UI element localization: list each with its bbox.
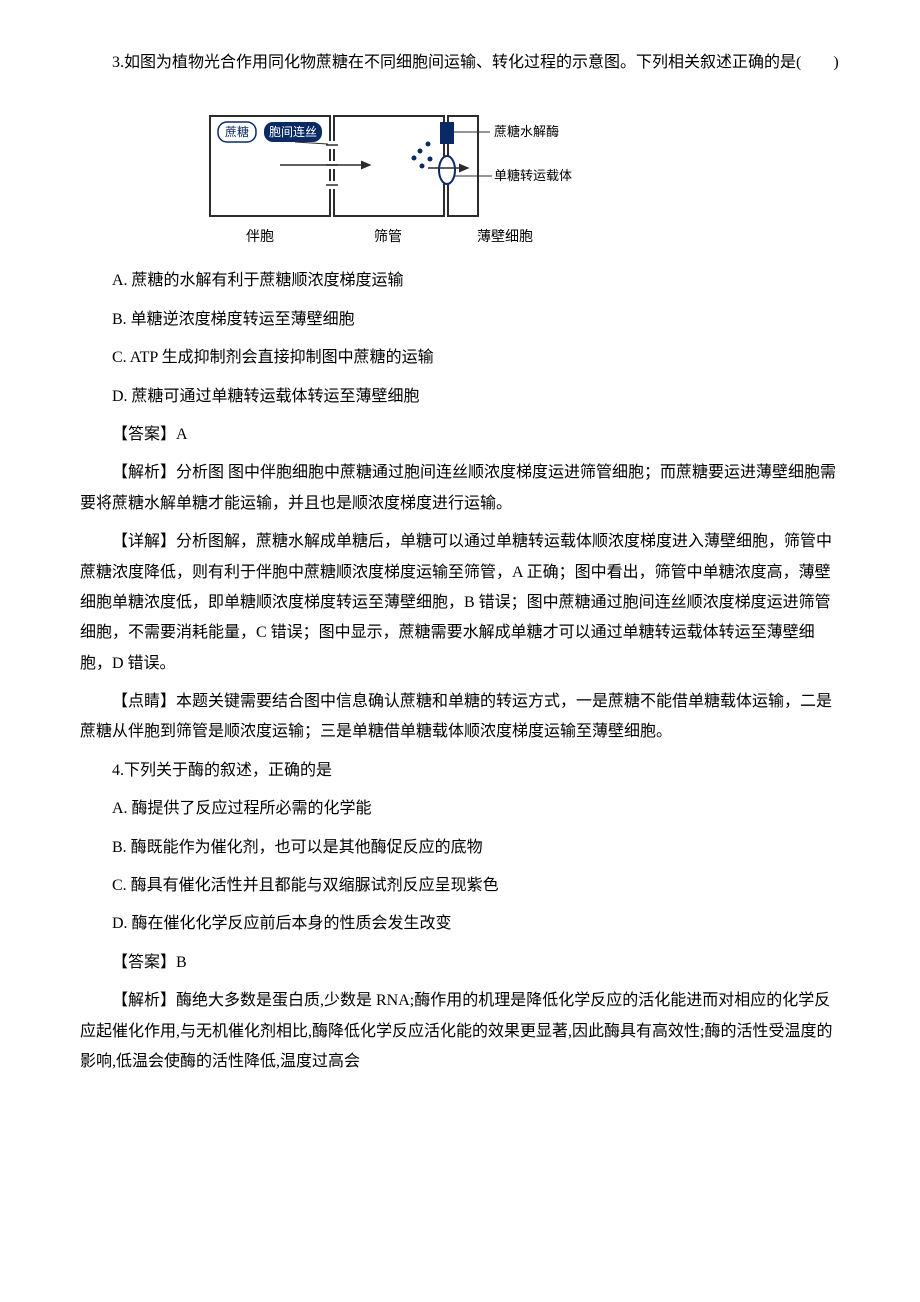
q3-detail: 【详解】分析图解，蔗糖水解成单糖后，单糖可以通过单糖转运载体顺浓度梯度进入薄壁细… <box>80 527 840 679</box>
q3-option-c: C. ATP 生成抑制剂会直接抑制图中蔗糖的运输 <box>80 343 840 373</box>
diagram-label-carrier: 单糖转运载体 <box>494 168 572 183</box>
q4-option-a: A. 酶提供了反应过程所必需的化学能 <box>80 794 840 824</box>
q4-analysis: 【解析】酶绝大多数是蛋白质,少数是 RNA;酶作用的机理是降低化学反应的活化能进… <box>80 986 840 1077</box>
q4-answer: 【答案】B <box>80 948 840 978</box>
q3-option-b: B. 单糖逆浓度梯度转运至薄壁细胞 <box>80 305 840 335</box>
q3-option-d: D. 蔗糖可通过单糖转运载体转运至薄壁细胞 <box>80 382 840 412</box>
diagram-cell3-label: 薄壁细胞 <box>477 229 533 245</box>
diagram-label-sucrose: 蔗糖 <box>225 124 249 139</box>
diagram-cell2-label: 筛管 <box>374 229 402 245</box>
q4-option-b: B. 酶既能作为催化剂，也可以是其他酶促反应的底物 <box>80 833 840 863</box>
q4-option-d: D. 酶在催化化学反应前后本身的性质会发生改变 <box>80 909 840 939</box>
q4-stem: 4.下列关于酶的叙述，正确的是 <box>80 756 840 786</box>
diagram-label-plasmodesmata: 胞间连丝 <box>269 124 317 139</box>
diagram-cell1-label: 伴胞 <box>246 229 274 245</box>
q3-option-a: A. 蔗糖的水解有利于蔗糖顺浓度梯度运输 <box>80 266 840 296</box>
q3-stem: 3.如图为植物光合作用同化物蔗糖在不同细胞间运输、转化过程的示意图。下列相关叙述… <box>80 48 840 78</box>
q3-point: 【点睛】本题关键需要结合图中信息确认蔗糖和单糖的转运方式，一是蔗糖不能借单糖载体… <box>80 687 840 748</box>
q3-diagram: 蔗糖 胞间连丝 蔗糖水解酶 单糖转运载体 伴胞 筛管 薄壁细胞 <box>200 96 840 256</box>
diagram-label-enzyme: 蔗糖水解酶 <box>494 124 559 139</box>
q4-option-c: C. 酶具有催化活性并且都能与双缩脲试剂反应呈现紫色 <box>80 871 840 901</box>
q3-analysis: 【解析】分析图 图中伴胞细胞中蔗糖通过胞间连丝顺浓度梯度运进筛管细胞；而蔗糖要运… <box>80 458 840 519</box>
q3-answer: 【答案】A <box>80 420 840 450</box>
